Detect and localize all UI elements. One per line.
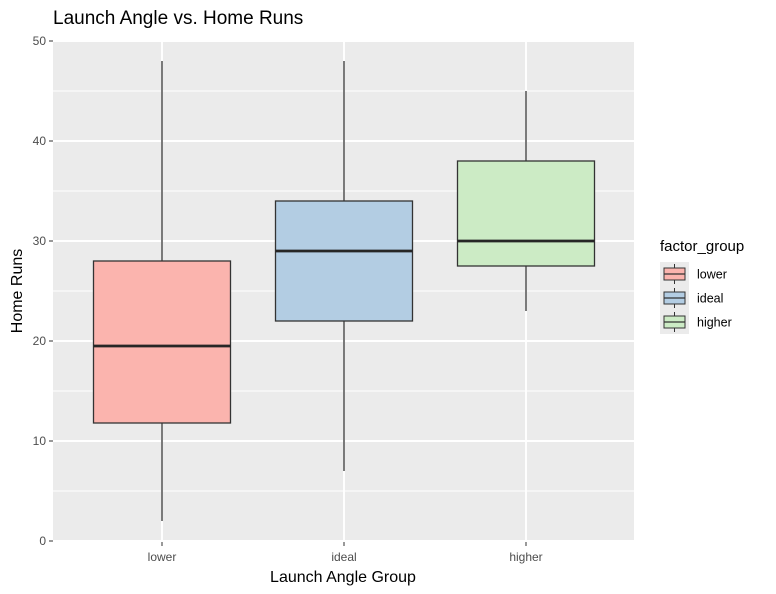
box-higher [456, 91, 596, 311]
x-axis: lower ideal higher [148, 542, 543, 564]
legend-label: higher [697, 316, 732, 330]
x-tick-label: lower [148, 550, 177, 564]
x-axis-title: Launch Angle Group [270, 569, 416, 586]
y-tick-label: 0 [39, 534, 46, 548]
legend-label: lower [697, 268, 727, 282]
y-tick-label: 10 [33, 434, 47, 448]
y-axis: 0 10 20 30 40 50 [33, 34, 53, 548]
legend-item-lower: lower [660, 262, 727, 286]
box-ideal [274, 61, 414, 471]
y-tick-label: 20 [33, 334, 47, 348]
x-tick-label: higher [509, 550, 542, 564]
y-axis-title: Home Runs [9, 249, 26, 333]
legend-item-ideal: ideal [660, 286, 723, 310]
y-tick-label: 30 [33, 234, 47, 248]
boxplot-series [92, 61, 596, 521]
box-lower [92, 61, 232, 521]
x-tick-label: ideal [331, 550, 356, 564]
legend-item-higher: higher [660, 310, 732, 334]
legend: factor_group lower ideal higher [660, 238, 744, 334]
chart-title: Launch Angle vs. Home Runs [53, 8, 303, 29]
legend-label: ideal [697, 292, 723, 306]
box-body [456, 160, 596, 267]
y-tick-label: 40 [33, 134, 47, 148]
y-tick-label: 50 [33, 34, 47, 48]
legend-title: factor_group [660, 238, 744, 255]
box-body [92, 260, 232, 424]
box-body [274, 200, 414, 322]
